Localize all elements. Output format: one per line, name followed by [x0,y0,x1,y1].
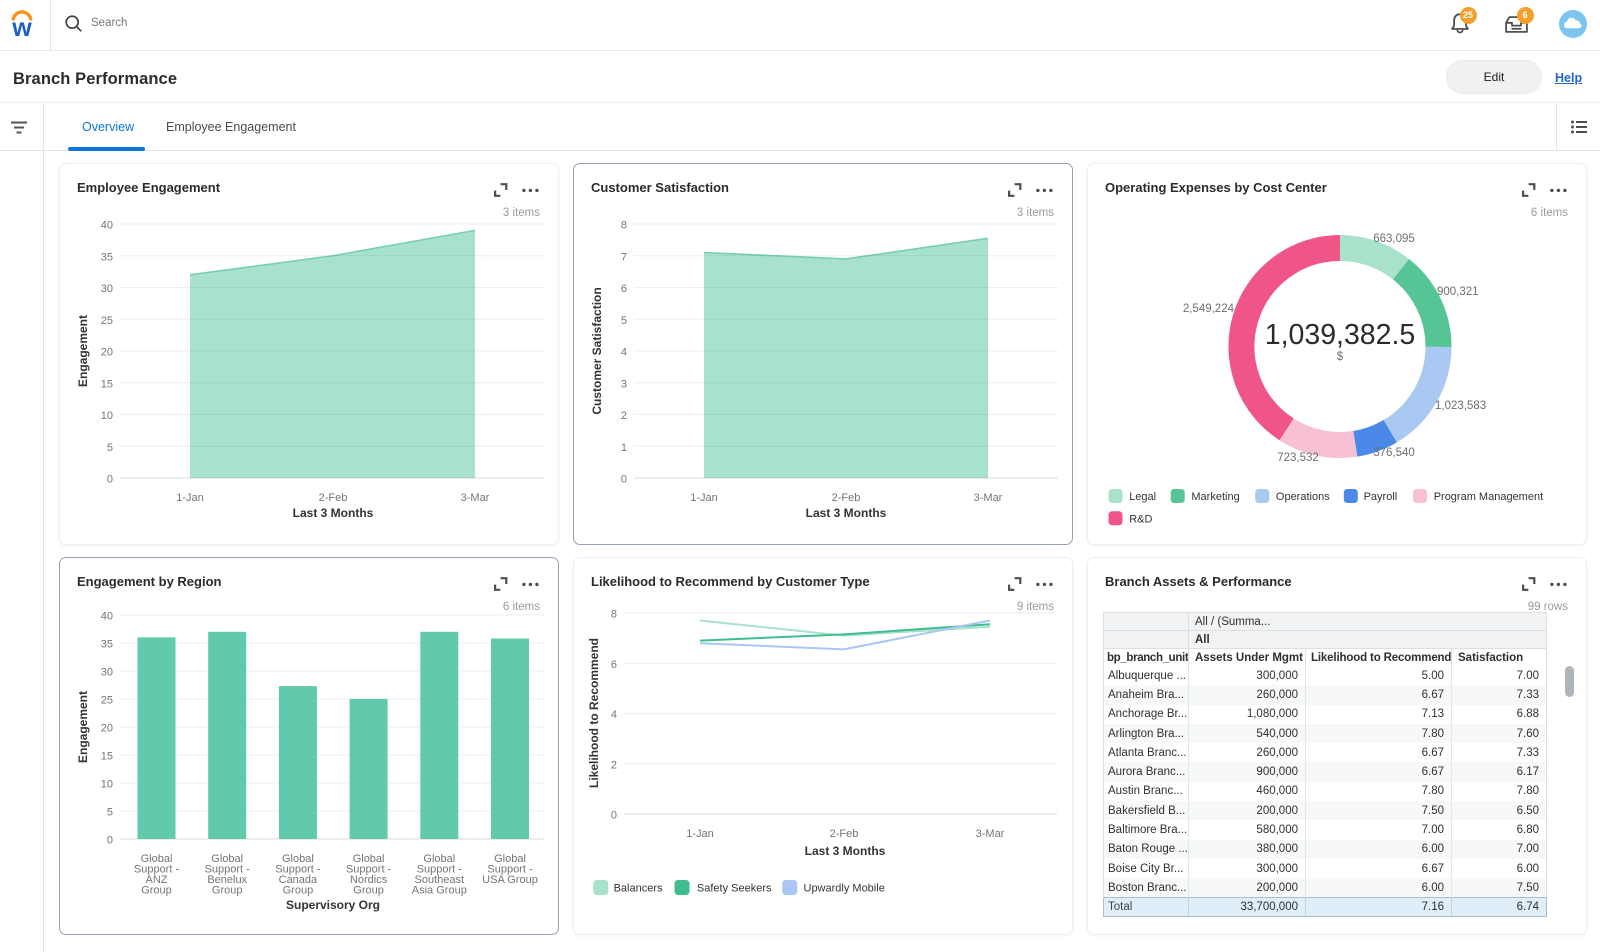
svg-text:Supervisory Org: Supervisory Org [286,898,380,912]
svg-text:35: 35 [101,251,113,263]
svg-text:Customer Satisfaction: Customer Satisfaction [590,287,604,414]
svg-text:25: 25 [101,315,113,327]
svg-text:663,095: 663,095 [1373,233,1415,245]
svg-text:Operations: Operations [1276,491,1330,503]
svg-text:w: w [11,14,32,38]
svg-text:1,023,583: 1,023,583 [1435,400,1486,412]
svg-text:1-Jan: 1-Jan [176,492,204,504]
svg-text:900,321: 900,321 [1437,286,1479,298]
svg-text:USA Group: USA Group [482,874,538,886]
svg-text:Upwardly Mobile: Upwardly Mobile [804,883,885,895]
svg-text:5: 5 [107,442,113,454]
svg-text:6: 6 [621,283,627,295]
svg-text:Engagement: Engagement [76,691,90,763]
svg-text:Asia Group: Asia Group [412,885,467,897]
svg-text:40: 40 [101,611,113,623]
svg-text:Likelihood to Recommend: Likelihood to Recommend [587,638,601,788]
svg-text:2-Feb: 2-Feb [319,492,348,504]
svg-text:2,549,224: 2,549,224 [1183,303,1235,315]
svg-text:3: 3 [621,378,627,390]
svg-text:Nordics: Nordics [350,874,388,886]
svg-text:1: 1 [621,442,627,454]
svg-text:2: 2 [611,759,617,771]
svg-text:Support -: Support - [487,864,533,876]
svg-text:376,540: 376,540 [1373,447,1415,459]
svg-text:Support -: Support - [346,864,392,876]
svg-text:Last 3 Months: Last 3 Months [293,506,374,520]
svg-text:Global: Global [423,853,455,865]
svg-text:Group: Group [141,885,172,897]
svg-text:$: $ [1337,351,1344,363]
svg-text:Canada: Canada [279,874,318,886]
svg-text:1,039,382.5: 1,039,382.5 [1265,319,1416,351]
svg-text:30: 30 [101,667,113,679]
svg-text:4: 4 [611,709,617,721]
svg-text:0: 0 [107,835,113,847]
svg-text:2-Feb: 2-Feb [832,492,861,504]
svg-text:Group: Group [212,885,243,897]
svg-text:25: 25 [101,695,113,707]
svg-text:Benelux: Benelux [207,874,247,886]
svg-text:Support -: Support - [417,864,463,876]
svg-text:Last 3 Months: Last 3 Months [806,506,887,520]
svg-text:1-Jan: 1-Jan [690,492,718,504]
svg-text:Support -: Support - [275,864,321,876]
svg-text:15: 15 [101,751,113,763]
svg-text:R&D: R&D [1129,513,1152,525]
svg-text:Southeast: Southeast [415,874,465,886]
svg-text:0: 0 [621,474,627,486]
svg-text:35: 35 [101,639,113,651]
svg-text:3-Mar: 3-Mar [974,492,1003,504]
svg-text:Legal: Legal [1129,491,1156,503]
svg-text:30: 30 [101,283,113,295]
svg-text:Support -: Support - [134,864,180,876]
svg-text:20: 20 [101,723,113,735]
svg-text:7: 7 [621,251,627,263]
svg-text:Balancers: Balancers [614,883,663,895]
svg-text:Support -: Support - [205,864,251,876]
svg-text:1-Jan: 1-Jan [686,828,714,840]
svg-text:Last 3 Months: Last 3 Months [805,844,886,858]
svg-text:10: 10 [101,779,113,791]
svg-text:5: 5 [107,807,113,819]
svg-text:20: 20 [101,347,113,359]
svg-text:Payroll: Payroll [1364,491,1398,503]
svg-text:Group: Group [353,885,384,897]
svg-text:Engagement: Engagement [76,315,90,387]
svg-text:6: 6 [611,659,617,671]
svg-text:5: 5 [621,315,627,327]
svg-text:3-Mar: 3-Mar [461,492,490,504]
svg-text:2: 2 [621,410,627,422]
svg-text:4: 4 [621,347,627,359]
svg-text:0: 0 [107,474,113,486]
svg-text:8: 8 [621,220,627,232]
svg-text:Program Management: Program Management [1434,491,1543,503]
svg-text:3-Mar: 3-Mar [976,828,1005,840]
svg-text:723,532: 723,532 [1277,452,1319,464]
svg-text:8: 8 [611,609,617,621]
svg-text:10: 10 [101,410,113,422]
svg-text:15: 15 [101,378,113,390]
svg-text:Global: Global [282,853,314,865]
svg-text:Global: Global [211,853,243,865]
svg-text:0: 0 [611,810,617,822]
svg-text:Global: Global [353,853,385,865]
svg-text:Marketing: Marketing [1191,491,1239,503]
svg-text:Group: Group [283,885,314,897]
svg-text:ANZ: ANZ [146,874,168,886]
svg-text:Global: Global [141,853,173,865]
svg-text:40: 40 [101,220,113,232]
svg-text:Safety Seekers: Safety Seekers [697,883,772,895]
svg-text:Global: Global [494,853,526,865]
svg-text:2-Feb: 2-Feb [830,828,859,840]
